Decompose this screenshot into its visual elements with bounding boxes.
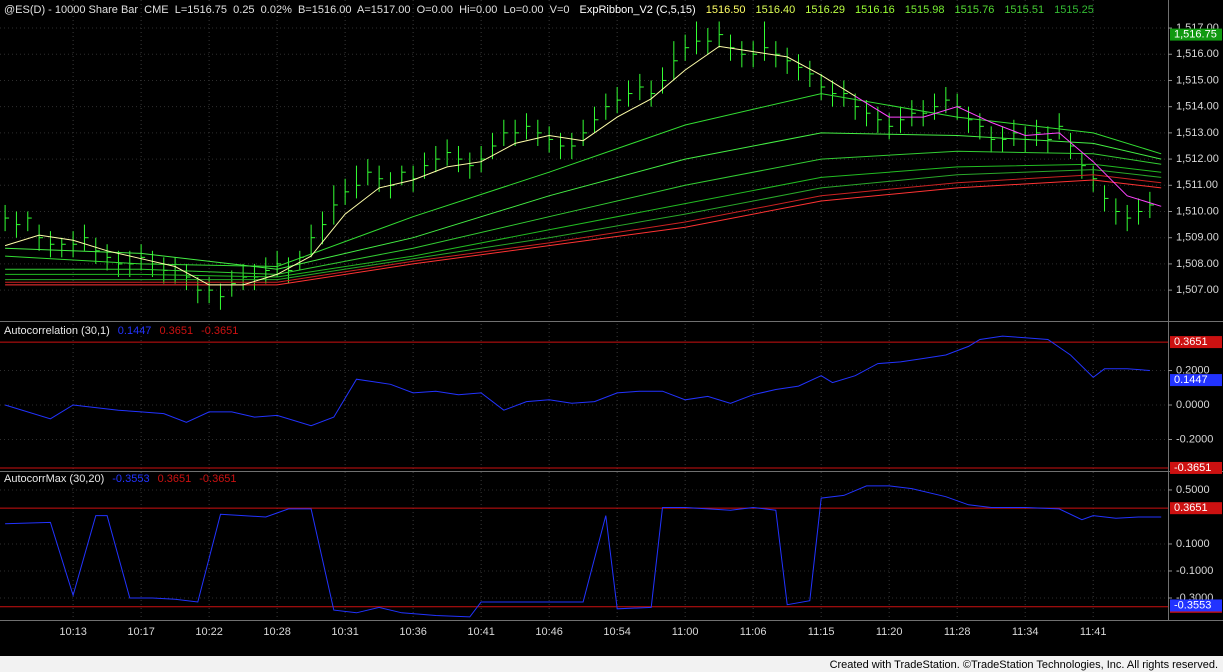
status-bar [0,656,1223,672]
x-tick-label: 11:06 [740,626,767,638]
indicator-line [5,485,1162,618]
x-tick-label: 10:17 [127,626,155,638]
ribbon-line [854,95,1162,207]
header-text: 1516.16 [855,4,895,16]
level-box-label: 0.3651 [1174,502,1208,514]
last-price-box [1170,28,1222,41]
level-box-label: 0.3651 [1174,336,1208,348]
y-tick-label: 0.2000 [1176,364,1210,376]
x-tick-label: 10:13 [59,626,87,638]
ribbon-line [5,150,1162,275]
header-text: 1516.29 [805,4,845,16]
y-tick-label: 1,508.00 [1176,258,1219,270]
y-tick-label: 1,513.00 [1176,127,1219,139]
pane-title: -0.3651 [199,473,236,485]
level-box [1170,461,1222,474]
ribbon-line [4,45,856,286]
indicator-line [4,335,1150,427]
y-tick-label: 1,510.00 [1176,205,1219,217]
y-tick-label: 0.0000 [1176,399,1210,411]
x-tick-label: 10:22 [195,626,223,638]
pane-title: 0.1447 [118,325,152,337]
header-text: 1515.51 [1004,4,1044,16]
ribbon-line [5,174,1162,283]
last-value-box-label: -0.3553 [1174,599,1211,611]
ribbon-line [5,93,1162,268]
x-tick-label: 10:31 [331,626,359,638]
ribbon-line [5,163,1162,278]
footer: Created with TradeStation. ©TradeStation… [830,659,1218,671]
y-tick-label: 1,512.00 [1176,153,1219,165]
y-tick-label: -0.1000 [1176,565,1213,577]
level-box [1170,502,1222,515]
last-price-box-label: 1,516.75 [1174,29,1217,41]
pane-title: 0.3651 [158,473,192,485]
header-text: 1515.25 [1054,4,1094,16]
y-tick-label: 0.5000 [1176,484,1210,496]
ribbon-line [5,169,1162,281]
y-tick-label: 1,507.00 [1176,284,1219,296]
ribbon-line [5,132,1162,270]
x-tick-label: 10:36 [399,626,427,638]
y-tick-label: 1,515.00 [1176,74,1219,86]
header-text: ExpRibbon_V2 (C,5,15) [580,4,696,16]
level-box-label: -0.3651 [1174,462,1211,474]
x-tick-label: 10:46 [535,626,563,638]
last-value-box-label: 0.1447 [1174,374,1208,386]
last-value-box [1170,374,1222,387]
level-box [1170,336,1222,349]
y-tick-label: 1,514.00 [1176,101,1219,113]
x-tick-label: 10:54 [603,626,631,638]
x-tick-label: 11:34 [1012,626,1039,638]
pane-title: 0.3651 [159,325,193,337]
x-tick-label: 11:00 [672,626,699,638]
pane-title: AutocorrMax (30,20) [4,473,104,485]
x-tick-label: 11:20 [876,626,903,638]
x-tick-label: 11:28 [944,626,971,638]
y-tick-label: -0.2000 [1176,433,1213,445]
pane-title: Autocorrelation (30,1) [4,325,110,337]
header-text: 1515.76 [955,4,995,16]
pane-title: -0.3553 [112,473,149,485]
y-tick-label: 1,516.00 [1176,48,1219,60]
y-tick-label: 0.1000 [1176,538,1210,550]
header-text: 1516.40 [755,4,795,16]
header-text: 1516.50 [706,4,746,16]
x-tick-label: 10:28 [263,626,291,638]
y-tick-label: 1,509.00 [1176,232,1219,244]
header-text: 1515.98 [905,4,945,16]
pane-title: -0.3651 [201,325,238,337]
header-text: @ES(D) - 10000 Share Bar CME L=1516.75 0… [4,4,570,16]
x-tick-label: 10:41 [467,626,495,638]
x-tick-label: 11:41 [1080,626,1107,638]
x-tick-label: 11:15 [808,626,835,638]
y-tick-label: 1,511.00 [1176,179,1218,191]
last-value-box [1170,599,1222,612]
